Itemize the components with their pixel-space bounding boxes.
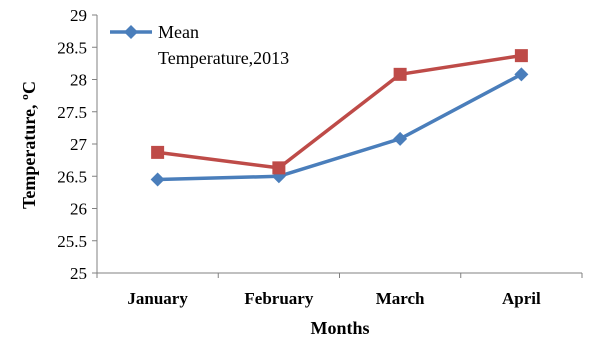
series-2-point	[151, 145, 165, 159]
x-axis-title: Months	[310, 318, 369, 338]
legend-label-line-1: Mean	[158, 22, 199, 42]
y-tick-label: 26	[70, 200, 87, 219]
series-2-line	[157, 53, 522, 170]
y-tick-label: 25	[70, 264, 87, 283]
series-1-point	[514, 67, 529, 82]
y-tick-label: 26.5	[57, 167, 87, 186]
legend-marker	[124, 25, 138, 39]
legend-label-line-2: Temperature,2013	[158, 48, 289, 68]
y-tick-label: 25.5	[57, 232, 87, 251]
series-1-point	[393, 131, 408, 146]
plot-area: 25 25.5 26 26.5 27 27.5 28 28.5 29 January Februar…	[57, 6, 583, 308]
series-2-point	[514, 49, 528, 63]
series-1-point	[150, 172, 165, 187]
y-axis-title: Temperature, ºC	[19, 81, 39, 209]
legend: Mean Temperature,2013	[110, 22, 289, 68]
series-2-point	[393, 67, 407, 81]
x-tick-label: January	[127, 289, 188, 308]
y-tick-label: 29	[70, 6, 87, 25]
y-tick-label: 27	[70, 135, 88, 154]
y-tick-label: 28.5	[57, 38, 87, 57]
x-tick-label: February	[244, 289, 313, 308]
x-tick-label: March	[376, 289, 425, 308]
y-tick-label: 27.5	[57, 103, 87, 122]
series-2-point	[272, 161, 286, 175]
series-1-line	[157, 72, 523, 182]
x-tick-label: April	[502, 289, 541, 308]
y-tick-label: 28	[70, 71, 87, 90]
